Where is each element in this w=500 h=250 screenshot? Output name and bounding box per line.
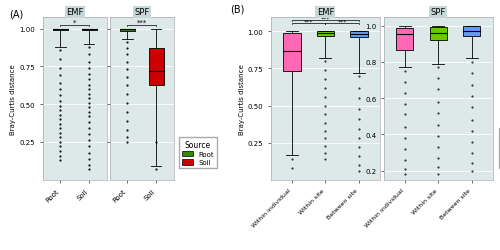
Bar (120, 30, 135, 32)
Title: EMF: EMF (66, 8, 84, 18)
Text: ***: *** (320, 16, 330, 21)
Title: EMF: EMF (316, 8, 334, 18)
Y-axis label: Bray-Curtis distance: Bray-Curtis distance (10, 64, 16, 134)
Text: (A): (A) (9, 9, 23, 19)
Bar (396, 29, 413, 51)
Legend: Within individual, Within site, Between sites: Within individual, Within site, Between … (499, 129, 500, 168)
Y-axis label: Bray-Curtis distance: Bray-Curtis distance (239, 64, 245, 134)
Bar (350, 32, 368, 38)
Text: *: * (73, 20, 76, 26)
Title: SPF: SPF (430, 8, 446, 18)
Title: SPF: SPF (134, 8, 150, 18)
Bar (82, 30, 96, 31)
Text: ***: *** (136, 20, 147, 26)
Bar (53, 30, 68, 31)
Bar (463, 26, 480, 36)
Bar (316, 32, 334, 37)
Legend: Root, Soil: Root, Soil (180, 137, 216, 168)
Text: ***: *** (304, 19, 314, 24)
Bar (283, 34, 300, 72)
Text: (B): (B) (230, 4, 244, 15)
Bar (148, 49, 164, 85)
Text: ***: *** (338, 19, 347, 24)
Bar (430, 28, 447, 41)
